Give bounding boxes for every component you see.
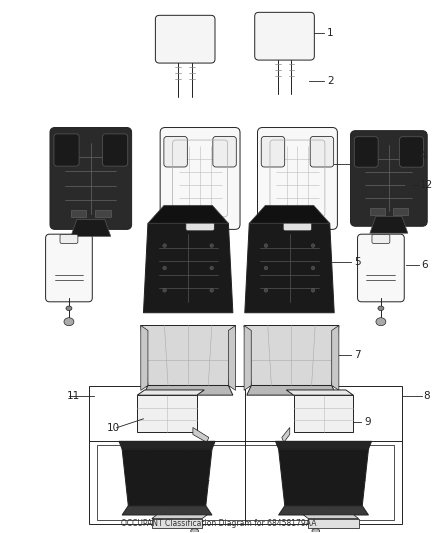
Polygon shape (122, 506, 212, 515)
FancyBboxPatch shape (258, 127, 337, 229)
Polygon shape (137, 395, 197, 432)
FancyBboxPatch shape (372, 235, 390, 244)
Polygon shape (122, 449, 212, 506)
Text: 5: 5 (354, 257, 361, 267)
FancyBboxPatch shape (261, 136, 285, 167)
FancyBboxPatch shape (164, 136, 187, 167)
Ellipse shape (210, 266, 213, 270)
Text: 8: 8 (424, 391, 430, 401)
Text: 6: 6 (422, 260, 428, 270)
Polygon shape (71, 220, 111, 236)
FancyBboxPatch shape (354, 137, 378, 167)
FancyBboxPatch shape (186, 218, 214, 231)
Bar (393, 208, 408, 215)
FancyBboxPatch shape (213, 136, 236, 167)
Text: 11: 11 (67, 391, 80, 401)
FancyBboxPatch shape (102, 134, 128, 166)
Polygon shape (141, 326, 148, 390)
Polygon shape (119, 441, 215, 449)
Polygon shape (148, 205, 228, 223)
Polygon shape (144, 223, 233, 313)
FancyBboxPatch shape (399, 137, 424, 167)
Polygon shape (144, 385, 233, 395)
Polygon shape (332, 326, 339, 390)
Bar (95, 211, 111, 217)
Polygon shape (279, 506, 368, 515)
Polygon shape (228, 326, 236, 390)
Polygon shape (282, 427, 290, 442)
Polygon shape (249, 205, 330, 223)
Ellipse shape (311, 244, 315, 247)
FancyBboxPatch shape (350, 131, 427, 227)
Ellipse shape (264, 288, 268, 292)
FancyBboxPatch shape (255, 12, 314, 60)
Ellipse shape (191, 529, 198, 533)
FancyBboxPatch shape (155, 15, 215, 63)
Polygon shape (276, 441, 371, 449)
Ellipse shape (376, 318, 386, 326)
Ellipse shape (311, 288, 315, 292)
Ellipse shape (210, 244, 213, 247)
Text: 4: 4 (420, 151, 426, 160)
Polygon shape (308, 519, 359, 528)
Polygon shape (137, 390, 204, 395)
Polygon shape (370, 216, 408, 233)
Ellipse shape (163, 288, 166, 292)
Ellipse shape (264, 266, 268, 270)
Ellipse shape (66, 306, 72, 311)
FancyBboxPatch shape (357, 234, 404, 302)
Bar (71, 211, 86, 217)
Text: 12: 12 (420, 181, 433, 190)
Polygon shape (193, 427, 209, 442)
Ellipse shape (163, 244, 166, 247)
Ellipse shape (264, 244, 268, 247)
Polygon shape (244, 326, 251, 390)
Ellipse shape (64, 318, 74, 326)
Ellipse shape (312, 529, 320, 533)
Text: 1: 1 (327, 28, 334, 38)
Text: 2: 2 (327, 76, 334, 86)
FancyBboxPatch shape (54, 134, 79, 166)
Polygon shape (152, 515, 207, 519)
FancyBboxPatch shape (50, 127, 131, 229)
Polygon shape (294, 395, 353, 432)
Text: 9: 9 (364, 417, 371, 427)
Bar (97, 445, 394, 520)
Polygon shape (279, 449, 368, 506)
Polygon shape (244, 326, 339, 385)
Text: 10: 10 (107, 423, 120, 433)
FancyBboxPatch shape (160, 127, 240, 229)
FancyBboxPatch shape (46, 234, 92, 302)
Text: 7: 7 (354, 350, 361, 360)
Ellipse shape (311, 266, 315, 270)
Polygon shape (141, 326, 236, 385)
FancyBboxPatch shape (310, 136, 334, 167)
Polygon shape (152, 519, 202, 528)
Polygon shape (247, 385, 336, 395)
Bar (89, 386, 402, 523)
FancyBboxPatch shape (283, 218, 312, 231)
Text: 3: 3 (354, 158, 361, 168)
Ellipse shape (378, 306, 384, 311)
Ellipse shape (163, 266, 166, 270)
Polygon shape (245, 223, 334, 313)
Text: OCCUPANT Classification Diagram for 68458179AA: OCCUPANT Classification Diagram for 6845… (121, 519, 317, 528)
Bar (370, 208, 385, 215)
Polygon shape (304, 515, 359, 519)
Ellipse shape (210, 288, 213, 292)
Polygon shape (286, 390, 353, 395)
FancyBboxPatch shape (60, 235, 78, 244)
